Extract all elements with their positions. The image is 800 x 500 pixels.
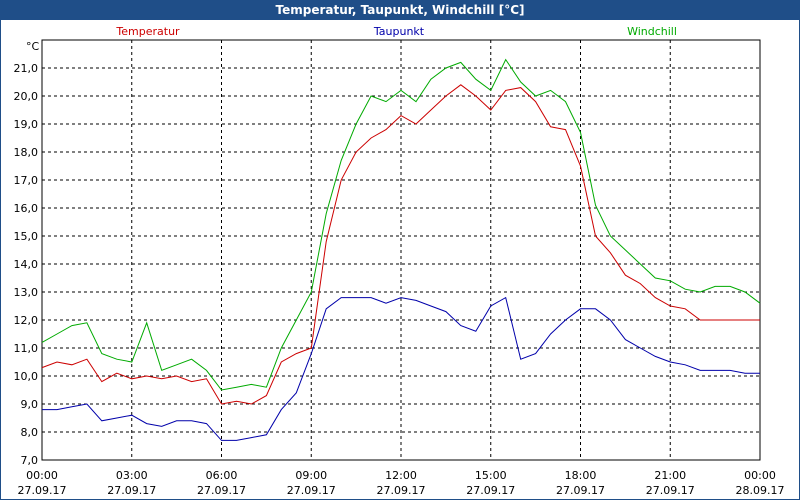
y-axis-labels: 7,0 8,0 9,0 10,0 11,0 12,0 13,0 14,0 15,0 16,0 17,… <box>14 62 39 467</box>
x-tick-time: 00:00 <box>744 469 776 482</box>
y-tick-label: 13,0 <box>14 286 39 299</box>
x-tick-date: 27.09.17 <box>18 484 67 497</box>
x-tick-date: 27.09.17 <box>377 484 426 497</box>
x-axis-labels: 00:00 27.09.17 03:00 27.09.17 06:00 27.09.17 0… <box>18 469 785 497</box>
series-lines <box>41 58 761 441</box>
x-tick-time: 06:00 <box>206 469 238 482</box>
x-tick-date: 27.09.17 <box>107 484 156 497</box>
y-tick-label: 11,0 <box>14 342 39 355</box>
y-tick-label: 20,0 <box>14 90 39 103</box>
x-tick-date: 27.09.17 <box>556 484 605 497</box>
y-tick-label: 10,0 <box>14 370 39 383</box>
series-line-taupunkt <box>42 296 760 441</box>
x-tick-date: 27.09.17 <box>646 484 695 497</box>
y-tick-label: 18,0 <box>14 146 39 159</box>
x-tick-time: 09:00 <box>295 469 327 482</box>
legend-windchill: Windchill <box>627 25 677 38</box>
x-tick-time: 03:00 <box>116 469 148 482</box>
x-tick-time: 00:00 <box>26 469 58 482</box>
x-tick-time: 18:00 <box>565 469 597 482</box>
y-tick-label: 19,0 <box>14 118 39 131</box>
y-tick-label: 21,0 <box>14 62 39 75</box>
x-tick-date: 27.09.17 <box>466 484 515 497</box>
y-tick-label: 12,0 <box>14 314 39 327</box>
y-tick-label: 16,0 <box>14 202 39 215</box>
x-tick-time: 21:00 <box>654 469 686 482</box>
series-line-windchill <box>41 58 761 391</box>
y-tick-label: 14,0 <box>14 258 39 271</box>
y-tick-label: 7,0 <box>21 454 39 467</box>
y-tick-label: 15,0 <box>14 230 39 243</box>
legend-taupunkt: Taupunkt <box>373 25 425 38</box>
legend-temperatur: Temperatur <box>115 25 180 38</box>
x-tick-time: 15:00 <box>475 469 507 482</box>
y-tick-label: 8,0 <box>21 426 39 439</box>
x-tick-date: 28.09.17 <box>736 484 785 497</box>
y-axis-unit: °C <box>26 40 40 53</box>
series-line-temperatur <box>41 84 760 405</box>
x-tick-date: 27.09.17 <box>287 484 336 497</box>
y-tick-label: 9,0 <box>21 398 39 411</box>
window-title: Temperatur, Taupunkt, Windchill [°C] <box>1 1 799 20</box>
x-tick-date: 27.09.17 <box>197 484 246 497</box>
x-tick-time: 12:00 <box>385 469 417 482</box>
y-tick-label: 17,0 <box>14 174 39 187</box>
